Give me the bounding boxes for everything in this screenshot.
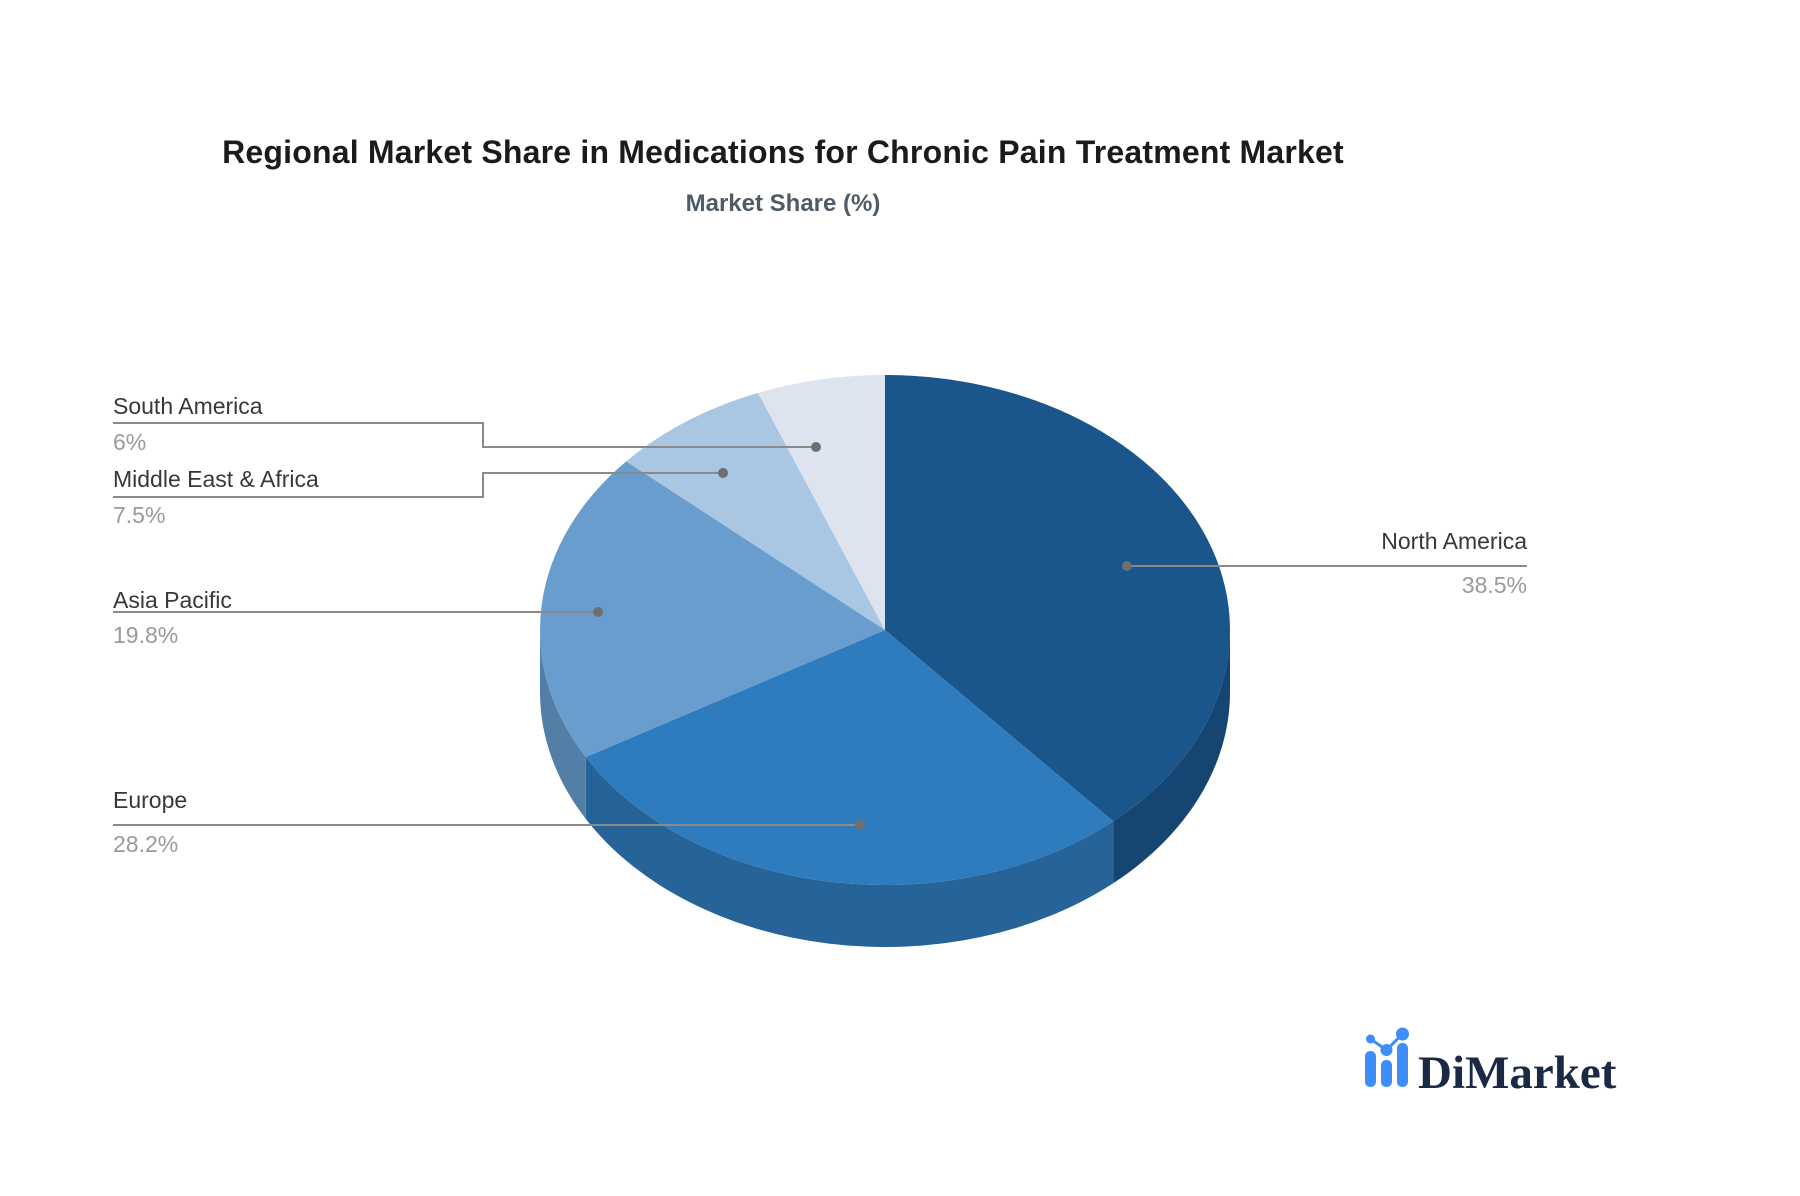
pie-slice-side bbox=[585, 757, 1114, 948]
value-asia-pacific: 19.8% bbox=[113, 622, 179, 648]
chart-subtitle: Market Share (%) bbox=[685, 190, 881, 217]
leader-dot-europe bbox=[855, 820, 865, 830]
label-asia-pacific: Asia Pacific bbox=[113, 587, 232, 613]
leader-dot-asia-pacific bbox=[593, 607, 603, 617]
leader-dot-middle-east-africa bbox=[718, 468, 728, 478]
pie-slice-side bbox=[1113, 630, 1230, 884]
pie-slice[interactable] bbox=[585, 630, 1114, 886]
value-south-america: 6% bbox=[113, 429, 147, 455]
value-europe: 28.2% bbox=[113, 831, 179, 857]
label-south-america: South America bbox=[113, 393, 263, 419]
value-north-america: 38.5% bbox=[1461, 572, 1527, 598]
label-north-america: North America bbox=[1381, 528, 1527, 554]
value-middle-east-africa: 7.5% bbox=[113, 502, 166, 528]
pie-slice-side bbox=[540, 630, 586, 820]
bar-line-chart-icon bbox=[1365, 1027, 1409, 1087]
callout-dots bbox=[593, 442, 1132, 830]
pie-slice[interactable] bbox=[626, 392, 885, 630]
label-middle-east-africa: Middle East & Africa bbox=[113, 466, 319, 492]
pie-slice[interactable] bbox=[540, 461, 885, 758]
leader-dot-south-america bbox=[811, 442, 821, 452]
callout-lines bbox=[113, 422, 1527, 826]
leader-dot-north-america bbox=[1122, 561, 1132, 571]
label-europe: Europe bbox=[113, 787, 188, 813]
pie-slice[interactable] bbox=[757, 375, 885, 630]
leader-line-south-america bbox=[113, 422, 816, 448]
brand-wordmark: DiMarket bbox=[1418, 1047, 1617, 1099]
leader-line-middle-east-africa bbox=[113, 472, 723, 498]
pie-slice[interactable] bbox=[885, 375, 1231, 822]
chart-title: Regional Market Share in Medications for… bbox=[222, 134, 1344, 170]
